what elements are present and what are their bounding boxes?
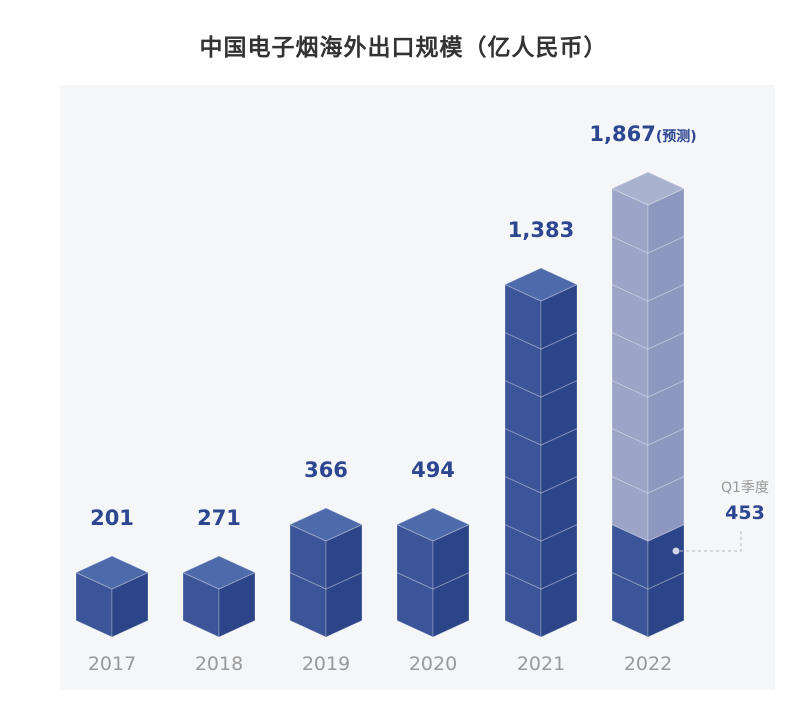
bar-block xyxy=(611,571,685,638)
year-label: 2017 xyxy=(88,653,136,675)
bar-block xyxy=(504,427,578,494)
year-label: 2021 xyxy=(517,653,565,675)
bar-2022 xyxy=(610,171,686,638)
bar-block xyxy=(611,379,685,446)
bar-2021 xyxy=(503,267,579,638)
year-label: 2018 xyxy=(195,653,243,675)
value-label: 201 xyxy=(90,506,134,530)
bar-block xyxy=(504,523,578,590)
bar-2017 xyxy=(74,555,150,638)
bar-block xyxy=(611,427,685,494)
year-label: 2019 xyxy=(302,653,350,675)
highlight-value: 453 xyxy=(725,502,765,524)
value-suffix: (预测) xyxy=(656,128,697,145)
bar-2020 xyxy=(395,507,471,638)
value-label: 271 xyxy=(197,506,241,530)
bar-block xyxy=(181,555,257,638)
bar-block xyxy=(504,331,578,398)
bar-2018 xyxy=(181,555,257,638)
value-label: 366 xyxy=(304,458,348,482)
bar-2019 xyxy=(288,507,364,638)
bar-block xyxy=(289,571,363,638)
value-label: 494 xyxy=(411,458,455,482)
bar-block xyxy=(395,507,471,590)
year-label: 2022 xyxy=(624,653,672,675)
value-label: 1,867(预测) xyxy=(589,122,696,146)
highlight-marker xyxy=(672,547,680,555)
highlight-label: Q1季度 xyxy=(721,480,769,496)
highlight-leader-line xyxy=(680,531,742,552)
chart-title: 中国电子烟海外出口规模（亿人民币） xyxy=(199,35,608,61)
bar-block xyxy=(503,267,579,350)
bar-block xyxy=(288,507,364,590)
year-label: 2020 xyxy=(409,653,457,675)
bar-block xyxy=(396,571,470,638)
bar-block xyxy=(611,283,685,350)
bar-block xyxy=(611,235,685,302)
value-label: 1,383 xyxy=(508,218,574,242)
bar-block xyxy=(610,171,686,254)
bar-block xyxy=(74,555,150,638)
bar-block xyxy=(611,475,685,542)
